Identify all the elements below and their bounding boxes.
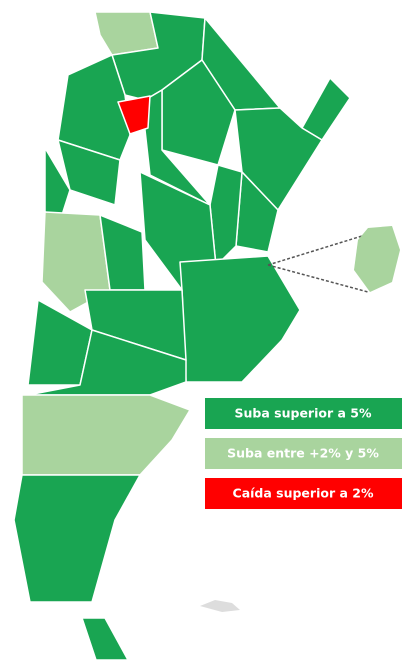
- legend: Suba superior a 5% Suba entre +2% y 5% Caí…: [205, 398, 402, 509]
- province: [21, 394, 191, 476]
- inset-region: [354, 226, 400, 292]
- province: [81, 617, 129, 661]
- legend-label: Suba superior a 5%: [235, 406, 372, 421]
- legend-label: Suba entre +2% y 5%: [227, 446, 379, 461]
- zoom-line: [267, 264, 369, 293]
- islands: [200, 600, 240, 612]
- legend-swatch: [205, 438, 402, 469]
- legend-swatch: [205, 398, 402, 429]
- province: [57, 139, 121, 206]
- province: [301, 77, 351, 141]
- legend-swatch: [205, 478, 402, 509]
- province: [209, 164, 243, 267]
- provinces: [13, 11, 351, 661]
- legend-label: Caída superior a 2%: [233, 486, 374, 501]
- province: [13, 474, 141, 603]
- province: [117, 95, 151, 135]
- province: [179, 255, 301, 383]
- zoom-line: [267, 235, 363, 266]
- province: [161, 59, 236, 166]
- province: [94, 11, 159, 56]
